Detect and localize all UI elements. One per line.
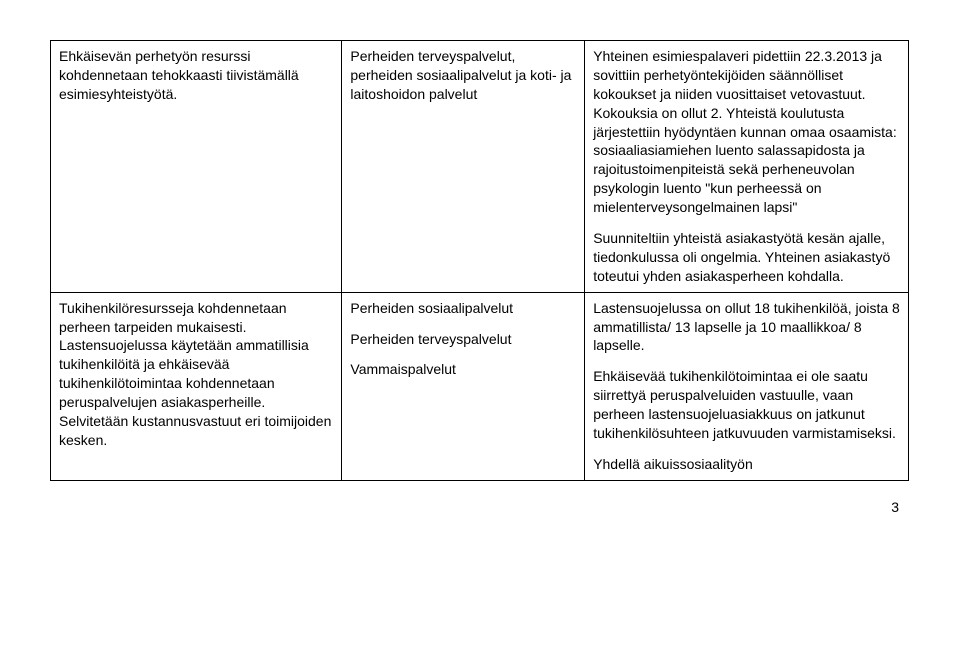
cell-paragraph: Perheiden terveyspalvelut, perheiden sos… bbox=[350, 47, 576, 104]
content-table: Ehkäisevän perhetyön resurssi kohdenneta… bbox=[50, 40, 909, 481]
cell-paragraph: Perheiden sosiaalipalvelut bbox=[350, 299, 576, 318]
page-number: 3 bbox=[50, 481, 909, 515]
cell-r0-c1: Perheiden terveyspalvelut, perheiden sos… bbox=[342, 41, 585, 293]
cell-r1-c1: Perheiden sosiaalipalvelut Perheiden ter… bbox=[342, 292, 585, 480]
cell-r1-c0: Tukihenkilöresursseja kohdennetaan perhe… bbox=[51, 292, 342, 480]
cell-paragraph: Yhdellä aikuissosiaalityön bbox=[593, 455, 900, 474]
cell-paragraph: Ehkäisevää tukihenkilötoimintaa ei ole s… bbox=[593, 367, 900, 443]
cell-paragraph: Tukihenkilöresursseja kohdennetaan perhe… bbox=[59, 299, 333, 450]
table-row: Tukihenkilöresursseja kohdennetaan perhe… bbox=[51, 292, 909, 480]
cell-r1-c2: Lastensuojelussa on ollut 18 tukihenkilö… bbox=[585, 292, 909, 480]
cell-paragraph: Lastensuojelussa on ollut 18 tukihenkilö… bbox=[593, 299, 900, 356]
cell-paragraph: Yhteinen esimiespalaveri pidettiin 22.3.… bbox=[593, 47, 900, 217]
cell-paragraph: Perheiden terveyspalvelut bbox=[350, 330, 576, 349]
cell-paragraph: Suunniteltiin yhteistä asiakastyötä kesä… bbox=[593, 229, 900, 286]
cell-r0-c2: Yhteinen esimiespalaveri pidettiin 22.3.… bbox=[585, 41, 909, 293]
table-row: Ehkäisevän perhetyön resurssi kohdenneta… bbox=[51, 41, 909, 293]
cell-paragraph: Ehkäisevän perhetyön resurssi kohdenneta… bbox=[59, 47, 333, 104]
cell-r0-c0: Ehkäisevän perhetyön resurssi kohdenneta… bbox=[51, 41, 342, 293]
cell-paragraph: Vammaispalvelut bbox=[350, 360, 576, 379]
